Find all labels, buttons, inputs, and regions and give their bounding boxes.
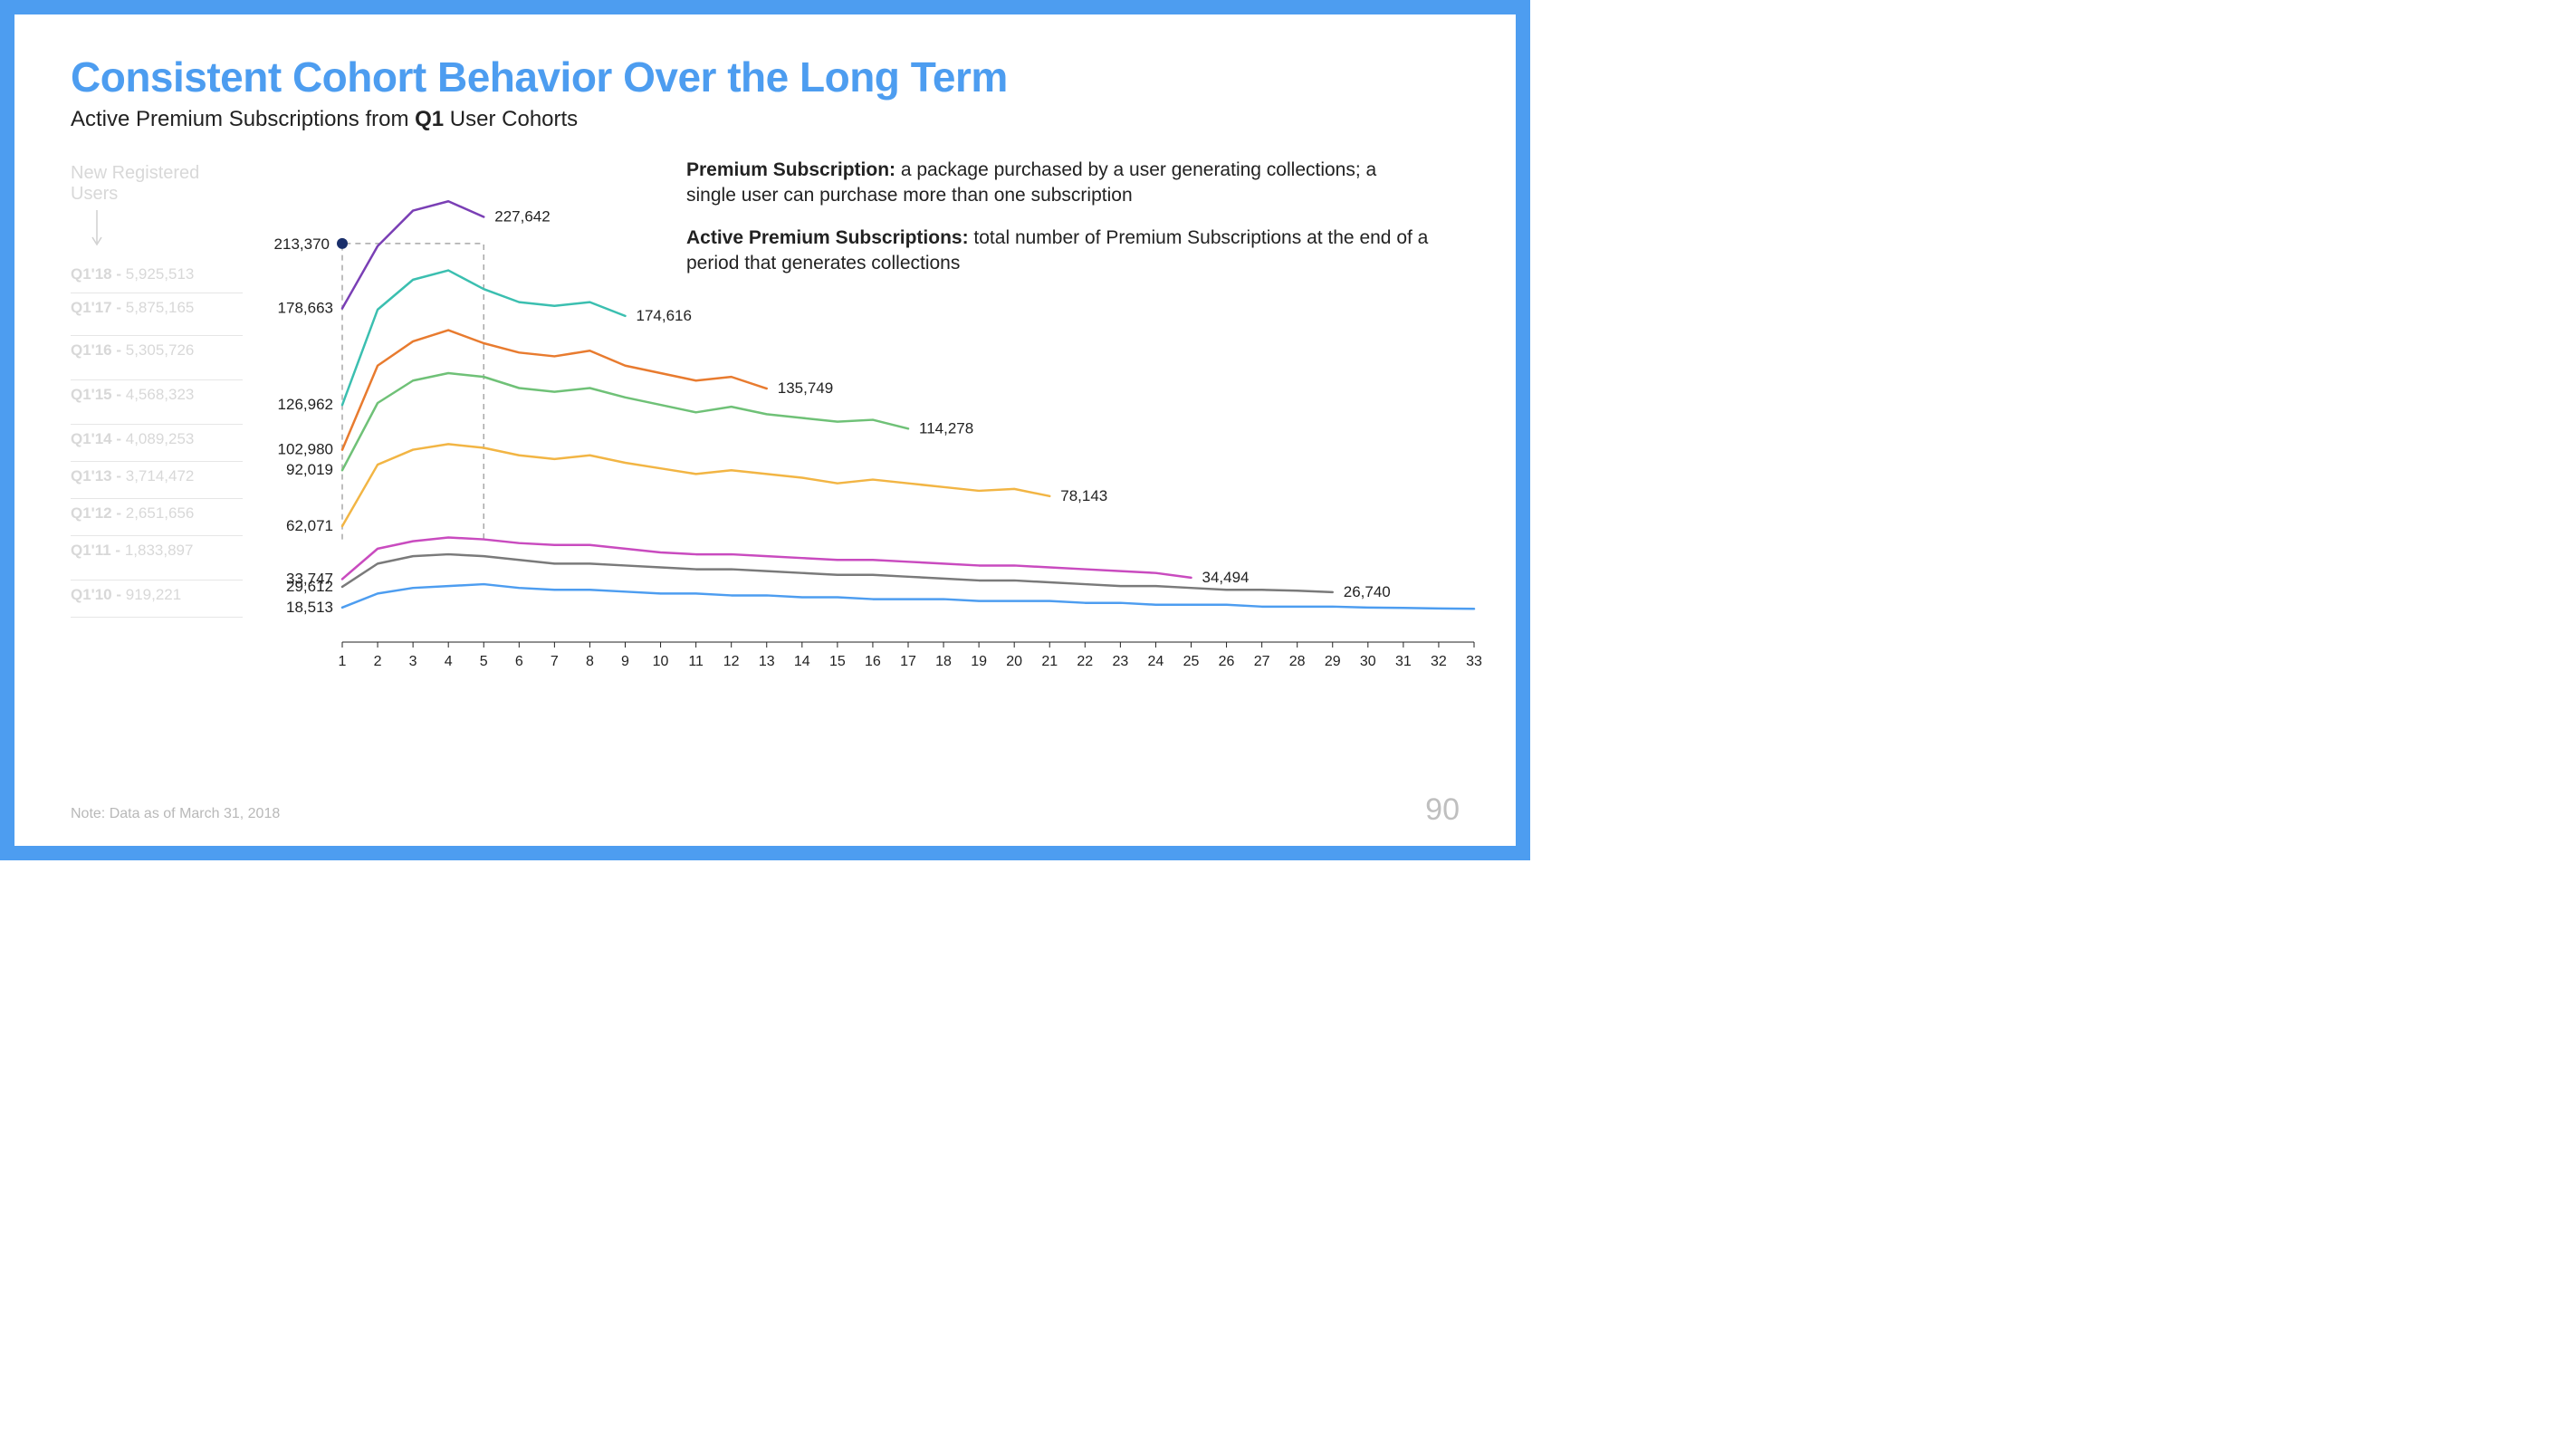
svg-text:10: 10 (653, 654, 669, 669)
svg-text:14: 14 (794, 654, 810, 669)
page-number: 90 (1425, 792, 1460, 828)
svg-text:227,642: 227,642 (494, 207, 550, 225)
svg-text:29,612: 29,612 (286, 578, 333, 595)
definition-item: Premium Subscription: a package purchase… (686, 158, 1429, 209)
svg-text:29: 29 (1325, 654, 1341, 669)
svg-text:15: 15 (829, 654, 846, 669)
svg-text:102,980: 102,980 (278, 441, 333, 458)
svg-text:32: 32 (1431, 654, 1447, 669)
series-line (342, 444, 1049, 526)
svg-text:26: 26 (1219, 654, 1235, 669)
svg-text:8: 8 (586, 654, 594, 669)
definitions-block: Premium Subscription: a package purchase… (686, 158, 1429, 293)
svg-text:178,663: 178,663 (278, 300, 333, 317)
svg-text:18,513: 18,513 (286, 599, 333, 616)
svg-text:9: 9 (621, 654, 629, 669)
svg-text:20: 20 (1006, 654, 1022, 669)
cohort-item: Q1'11 - 1,833,897 (71, 536, 243, 581)
svg-text:1: 1 (339, 654, 347, 669)
svg-text:17: 17 (900, 654, 916, 669)
svg-text:33: 33 (1466, 654, 1482, 669)
svg-text:126,962: 126,962 (278, 396, 333, 413)
svg-text:2: 2 (374, 654, 382, 669)
slide-subtitle: Active Premium Subscriptions from Q1 Use… (71, 107, 1460, 132)
svg-text:4: 4 (445, 654, 453, 669)
series-line (342, 538, 1192, 580)
svg-text:78,143: 78,143 (1060, 487, 1107, 504)
footnote: Note: Data as of March 31, 2018 (71, 806, 280, 822)
svg-text:114,278: 114,278 (919, 419, 973, 437)
cohort-item: Q1'16 - 5,305,726 (71, 336, 243, 380)
svg-text:24: 24 (1148, 654, 1164, 669)
svg-text:92,019: 92,019 (286, 461, 333, 478)
cohort-item: Q1'14 - 4,089,253 (71, 425, 243, 462)
svg-text:16: 16 (865, 654, 881, 669)
arrow-down-icon (91, 210, 103, 248)
svg-text:213,370: 213,370 (274, 235, 330, 253)
svg-text:23: 23 (1112, 654, 1128, 669)
svg-text:21: 21 (1041, 654, 1058, 669)
cohort-list: Q1'18 - 5,925,513Q1'17 - 5,875,165Q1'16 … (71, 260, 243, 618)
cohort-item: Q1'13 - 3,714,472 (71, 462, 243, 499)
definition-item: Active Premium Subscriptions: total numb… (686, 226, 1429, 277)
series-line (342, 331, 767, 450)
new-registered-users-label: New Registered Users (71, 163, 243, 205)
svg-text:135,749: 135,749 (778, 379, 833, 397)
svg-text:25: 25 (1183, 654, 1200, 669)
svg-text:28: 28 (1289, 654, 1306, 669)
svg-text:30: 30 (1360, 654, 1376, 669)
slide: Consistent Cohort Behavior Over the Long… (0, 0, 1530, 860)
svg-text:5: 5 (480, 654, 488, 669)
svg-text:7: 7 (551, 654, 559, 669)
svg-text:26,740: 26,740 (1344, 583, 1391, 600)
svg-text:27: 27 (1254, 654, 1270, 669)
cohort-item: Q1'10 - 919,221 (71, 581, 243, 618)
svg-text:13: 13 (759, 654, 775, 669)
svg-text:6: 6 (515, 654, 523, 669)
svg-text:3: 3 (409, 654, 417, 669)
cohort-item: Q1'18 - 5,925,513 (71, 260, 243, 293)
svg-text:19: 19 (971, 654, 987, 669)
svg-text:34,494: 34,494 (1202, 569, 1250, 586)
cohort-item: Q1'12 - 2,651,656 (71, 499, 243, 536)
cohort-sidebar: New Registered Users Q1'18 - 5,925,513Q1… (71, 158, 243, 683)
svg-text:11: 11 (688, 654, 704, 669)
svg-text:18: 18 (935, 654, 952, 669)
svg-text:31: 31 (1395, 654, 1412, 669)
slide-title: Consistent Cohort Behavior Over the Long… (71, 53, 1460, 101)
svg-text:12: 12 (723, 654, 740, 669)
series-line (342, 584, 1474, 609)
series-line (342, 201, 484, 308)
svg-text:22: 22 (1077, 654, 1093, 669)
content-row: New Registered Users Q1'18 - 5,925,513Q1… (71, 158, 1460, 683)
series-dot (337, 238, 348, 249)
chart-area: Premium Subscription: a package purchase… (243, 158, 1483, 683)
cohort-item: Q1'17 - 5,875,165 (71, 293, 243, 336)
svg-text:62,071: 62,071 (286, 517, 333, 534)
cohort-item: Q1'15 - 4,568,323 (71, 380, 243, 425)
svg-text:174,616: 174,616 (637, 307, 692, 324)
